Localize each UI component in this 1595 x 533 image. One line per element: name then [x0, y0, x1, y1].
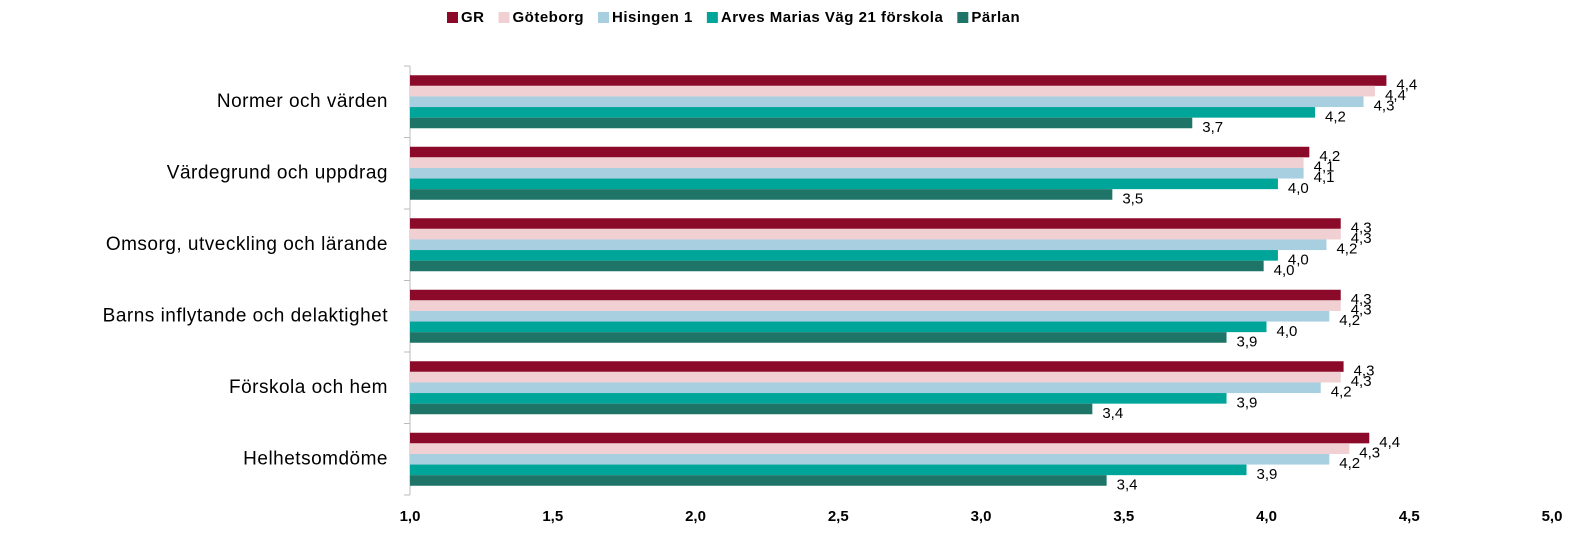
- category-label: Förskola och hem: [229, 377, 388, 398]
- legend-swatch: [957, 12, 969, 23]
- x-tick-label: 3,5: [1113, 508, 1134, 525]
- x-tick-label: 1,0: [400, 508, 421, 525]
- bar: [410, 371, 1341, 383]
- data-label: 4,0: [1274, 262, 1295, 279]
- bar: [410, 332, 1227, 343]
- data-label: 3,5: [1122, 190, 1143, 207]
- data-label: 4,3: [1351, 373, 1372, 390]
- data-label: 4,3: [1351, 220, 1372, 237]
- category-label: Helhetsomdöme: [243, 448, 388, 469]
- x-tick-label: 4,5: [1399, 508, 1420, 525]
- x-tick-label: 1,5: [542, 508, 563, 525]
- x-tick-label: 4,0: [1256, 508, 1277, 525]
- bar: [410, 218, 1341, 229]
- data-label: 4,4: [1385, 87, 1406, 104]
- bar: [410, 189, 1113, 200]
- x-tick-label: 5,0: [1542, 508, 1563, 525]
- bar: [410, 321, 1267, 333]
- x-tick-label: 2,0: [685, 508, 706, 525]
- data-label: 3,9: [1237, 333, 1258, 350]
- legend-label: Arves Marias Väg 21 förskola: [721, 9, 944, 26]
- bar: [410, 443, 1350, 454]
- data-label: 4,0: [1288, 180, 1309, 197]
- bar: [410, 260, 1264, 272]
- legend-label: Pärlan: [971, 9, 1020, 26]
- category-label: Värdegrund och uppdrag: [167, 162, 388, 183]
- data-label: 4,2: [1331, 384, 1352, 401]
- data-label: 4,2: [1336, 241, 1357, 258]
- data-label: 4,3: [1351, 302, 1372, 319]
- bar: [410, 167, 1304, 179]
- legend: GR Göteborg Hisingen 1 Arves Marias Väg 21 …: [447, 9, 1020, 26]
- data-label: 4,2: [1339, 312, 1360, 329]
- data-label: 4,3: [1374, 98, 1395, 115]
- data-label: 4,1: [1314, 159, 1335, 176]
- bar: [410, 432, 1370, 444]
- bar: [410, 464, 1247, 476]
- bar: [410, 228, 1341, 240]
- bar: [410, 146, 1310, 158]
- category-label: Barns inflytande och delaktighet: [103, 305, 389, 326]
- legend-swatch: [447, 12, 458, 23]
- bar: [410, 239, 1327, 251]
- bar: [410, 310, 1330, 322]
- x-tick-label: 3,0: [971, 508, 992, 525]
- data-label: 3,9: [1237, 394, 1258, 411]
- bar: [410, 475, 1107, 486]
- legend-swatch: [498, 12, 510, 23]
- data-label: 3,7: [1202, 119, 1223, 136]
- bar: [410, 157, 1304, 168]
- legend-label: Göteborg: [513, 9, 585, 26]
- bar: [410, 453, 1330, 465]
- data-label: 4,3: [1351, 291, 1372, 308]
- bar: [410, 382, 1321, 394]
- category-label: Omsorg, utveckling och lärande: [106, 234, 388, 255]
- category-label: Normer och värden: [217, 91, 388, 112]
- bar: [410, 96, 1364, 108]
- bar: [410, 250, 1278, 261]
- bar: [410, 289, 1341, 301]
- data-label: 4,2: [1339, 455, 1360, 472]
- data-label: 4,2: [1325, 108, 1346, 125]
- bar: [410, 85, 1375, 97]
- data-label: 4,1: [1314, 169, 1335, 186]
- data-label: 4,3: [1359, 445, 1380, 462]
- data-label: 4,4: [1396, 77, 1417, 94]
- bar: [410, 75, 1387, 86]
- bar: [410, 117, 1193, 129]
- legend-label: GR: [461, 9, 485, 26]
- bar: [410, 393, 1227, 404]
- data-label: 4,3: [1354, 363, 1375, 380]
- data-label: 4,0: [1277, 323, 1298, 340]
- bar: [410, 178, 1278, 190]
- legend-swatch: [598, 12, 609, 23]
- legend-label: Hisingen 1: [612, 9, 693, 26]
- bar: [410, 403, 1093, 415]
- bar: [410, 361, 1344, 372]
- bar: [410, 107, 1316, 118]
- data-label: 4,4: [1379, 434, 1400, 451]
- legend-swatch: [706, 12, 718, 23]
- data-label: 4,3: [1351, 230, 1372, 247]
- data-label: 3,4: [1102, 405, 1123, 422]
- x-tick-label: 2,5: [828, 508, 849, 525]
- data-label: 4,0: [1288, 251, 1309, 268]
- data-label: 3,9: [1257, 466, 1278, 483]
- bar: [410, 300, 1341, 311]
- data-label: 3,4: [1117, 476, 1138, 493]
- data-label: 4,2: [1319, 148, 1340, 165]
